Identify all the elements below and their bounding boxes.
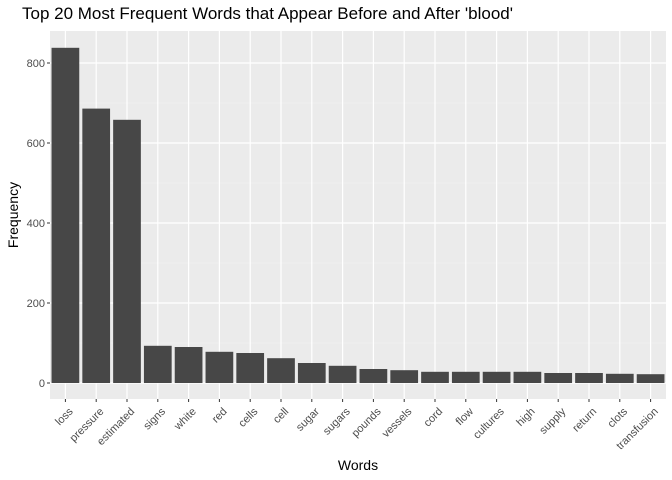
bar-high — [513, 371, 542, 383]
x-tick-label: white — [171, 406, 198, 433]
bar-estimated — [113, 119, 141, 384]
x-tick-label: supply — [537, 405, 568, 436]
bar-pounds — [359, 369, 388, 383]
bar-cultures — [482, 371, 511, 383]
bar-pressure — [82, 108, 111, 383]
x-tick-label: clots — [606, 405, 631, 430]
y-tick-label: 800 — [27, 58, 45, 70]
bar-return — [575, 373, 603, 383]
bar-red — [205, 351, 234, 383]
x-axis-title: Words — [338, 457, 378, 473]
x-tick-label: cell — [271, 406, 291, 426]
x-tick-label: vessels — [380, 405, 415, 440]
x-tick-label: high — [514, 406, 537, 429]
bars — [51, 47, 665, 384]
x-tick-label: cells — [236, 405, 260, 429]
bar-clots — [605, 373, 634, 383]
x-tick-label: loss — [53, 405, 76, 428]
bar-vessels — [390, 370, 419, 383]
x-tick-label: sugar — [294, 406, 322, 434]
bar-sugars — [328, 365, 357, 383]
x-tick-label: return — [570, 406, 599, 435]
bar-white — [174, 347, 203, 383]
x-tick-label: pounds — [350, 405, 384, 439]
bar-cells — [236, 353, 265, 383]
bar-sugar — [297, 363, 326, 383]
bar-cord — [421, 371, 449, 383]
y-tick-label: 0 — [39, 378, 45, 390]
bar-loss — [51, 47, 80, 384]
bar-signs — [143, 345, 172, 383]
bar-cell — [267, 358, 295, 383]
y-tick-label: 200 — [27, 298, 45, 310]
y-tick-label: 400 — [27, 218, 45, 230]
x-tick-label: cord — [422, 406, 446, 430]
y-axis: 0 200 400 600 800 — [27, 58, 50, 390]
x-tick-label: red — [210, 406, 230, 426]
x-tick-label: cultures — [471, 405, 507, 441]
y-tick-label: 600 — [27, 138, 45, 150]
bar-supply — [544, 373, 573, 383]
x-tick-label: flow — [454, 406, 476, 428]
bar-transfusion — [636, 374, 665, 383]
x-tick-label: signs — [141, 405, 168, 432]
bar-flow — [451, 371, 480, 383]
y-axis-title: Frequency — [5, 182, 21, 248]
plot-panel — [50, 31, 666, 399]
chart-title: Top 20 Most Frequent Words that Appear B… — [22, 4, 513, 23]
x-tick-label: sugars — [321, 405, 353, 437]
